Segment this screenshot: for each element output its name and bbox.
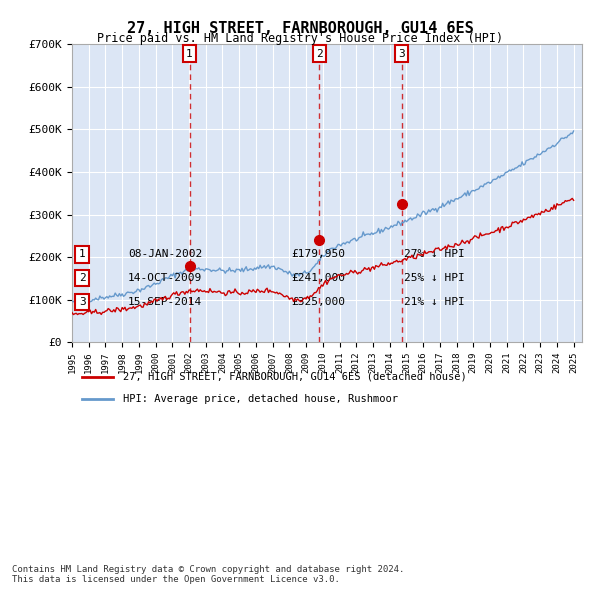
Text: £241,000: £241,000 — [291, 273, 346, 283]
Text: 27, HIGH STREET, FARNBOROUGH, GU14 6ES (detached house): 27, HIGH STREET, FARNBOROUGH, GU14 6ES (… — [123, 372, 467, 382]
Text: £325,000: £325,000 — [291, 297, 346, 307]
Text: 1: 1 — [186, 49, 193, 59]
Text: Price paid vs. HM Land Registry's House Price Index (HPI): Price paid vs. HM Land Registry's House … — [97, 32, 503, 45]
Text: 3: 3 — [398, 49, 405, 59]
Text: 08-JAN-2002: 08-JAN-2002 — [128, 250, 202, 259]
Text: 14-OCT-2009: 14-OCT-2009 — [128, 273, 202, 283]
Text: 27% ↓ HPI: 27% ↓ HPI — [404, 250, 464, 259]
Text: 27, HIGH STREET, FARNBOROUGH, GU14 6ES: 27, HIGH STREET, FARNBOROUGH, GU14 6ES — [127, 21, 473, 35]
Text: HPI: Average price, detached house, Rushmoor: HPI: Average price, detached house, Rush… — [123, 394, 398, 404]
Text: 2: 2 — [79, 273, 86, 283]
Text: 21% ↓ HPI: 21% ↓ HPI — [404, 297, 464, 307]
Text: 15-SEP-2014: 15-SEP-2014 — [128, 297, 202, 307]
Text: 25% ↓ HPI: 25% ↓ HPI — [404, 273, 464, 283]
Text: £179,950: £179,950 — [291, 250, 346, 259]
Text: 2: 2 — [316, 49, 323, 59]
Text: 1: 1 — [79, 250, 86, 259]
Text: 3: 3 — [79, 297, 86, 307]
Text: Contains HM Land Registry data © Crown copyright and database right 2024.
This d: Contains HM Land Registry data © Crown c… — [12, 565, 404, 584]
